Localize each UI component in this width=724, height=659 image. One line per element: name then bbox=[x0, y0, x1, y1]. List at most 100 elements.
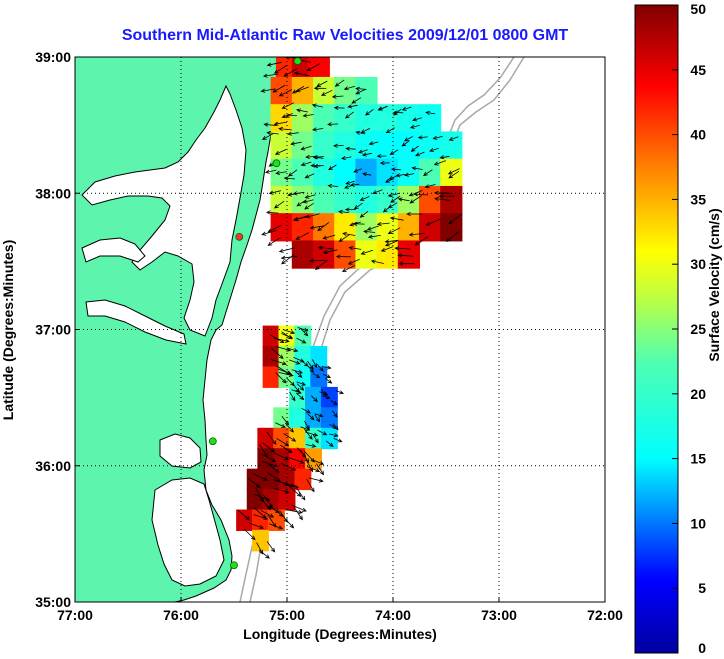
velocity-arrow bbox=[295, 108, 308, 113]
velocity-arrow bbox=[393, 108, 402, 116]
velocity-arrow bbox=[294, 370, 303, 378]
velocity-cell bbox=[262, 366, 280, 388]
velocity-arrow bbox=[390, 195, 401, 203]
velocity-arrow bbox=[344, 207, 356, 212]
velocity-arrow bbox=[289, 359, 301, 365]
velocity-arrow bbox=[273, 121, 287, 126]
velocity-arrow bbox=[389, 149, 399, 155]
velocity-cell bbox=[270, 185, 293, 215]
velocity-arrow bbox=[277, 368, 293, 375]
x-tick-label: 72:00 bbox=[587, 607, 623, 623]
velocity-arrow bbox=[316, 463, 325, 476]
velocity-cell bbox=[313, 185, 336, 215]
velocity-arrow bbox=[417, 135, 428, 140]
velocity-arrow bbox=[365, 108, 374, 116]
velocity-cell bbox=[397, 131, 420, 160]
velocity-arrow bbox=[362, 172, 372, 177]
colorbar-tick-label: 0 bbox=[698, 640, 706, 656]
velocity-arrow bbox=[309, 258, 326, 263]
velocity-arrow bbox=[290, 141, 302, 146]
velocity-arrow bbox=[425, 218, 442, 226]
velocity-arrow bbox=[327, 122, 339, 127]
velocity-cell bbox=[294, 346, 312, 368]
velocity-arrow bbox=[380, 246, 394, 252]
velocity-arrow bbox=[304, 194, 316, 199]
velocity-arrow bbox=[289, 391, 296, 402]
velocity-arrow bbox=[295, 232, 309, 240]
velocity-arrow bbox=[429, 147, 439, 152]
velocity-arrow bbox=[291, 52, 306, 56]
colorbar-tick-label: 10 bbox=[690, 515, 706, 531]
velocity-arrow bbox=[307, 466, 321, 473]
velocity-arrow bbox=[335, 254, 351, 259]
velocity-arrow bbox=[397, 253, 414, 258]
velocity-arrow bbox=[332, 410, 338, 418]
velocity-arrow bbox=[297, 327, 309, 332]
velocity-cell bbox=[262, 346, 280, 368]
velocity-cell bbox=[419, 213, 442, 242]
velocity-arrow bbox=[310, 395, 318, 403]
x-tick-label: 74:00 bbox=[375, 607, 411, 623]
velocity-arrow bbox=[445, 231, 460, 242]
x-tick-label: 76:00 bbox=[163, 607, 199, 623]
velocity-arrow bbox=[376, 154, 387, 159]
velocity-arrow bbox=[247, 477, 261, 489]
velocity-arrow bbox=[267, 224, 282, 233]
velocity-arrow bbox=[404, 172, 415, 177]
velocity-cell bbox=[334, 76, 357, 106]
velocity-arrow bbox=[322, 395, 331, 400]
velocity-arrow bbox=[320, 388, 327, 397]
velocity-arrow bbox=[265, 169, 277, 174]
velocity-cell bbox=[313, 240, 336, 269]
velocity-arrow bbox=[271, 347, 284, 359]
velocity-cell bbox=[313, 158, 336, 187]
velocity-arrow bbox=[275, 346, 292, 352]
velocity-arrow bbox=[412, 117, 422, 122]
velocity-arrow bbox=[265, 210, 279, 215]
velocity-arrow bbox=[275, 170, 287, 175]
y-tick-label: 39:00 bbox=[35, 49, 71, 65]
velocity-arrow bbox=[345, 180, 355, 185]
velocity-cell bbox=[376, 213, 399, 242]
colorbar-tick-label: 40 bbox=[690, 127, 706, 143]
velocity-arrow bbox=[324, 377, 333, 384]
velocity-arrow bbox=[275, 422, 286, 428]
velocity-arrow bbox=[266, 462, 280, 473]
velocity-arrow bbox=[312, 434, 319, 444]
velocity-arrow bbox=[327, 183, 339, 189]
radar-stations bbox=[208, 57, 302, 570]
velocity-arrow bbox=[281, 416, 290, 426]
velocity-arrow bbox=[353, 168, 362, 173]
velocity-arrow bbox=[366, 225, 380, 231]
velocity-cell bbox=[376, 131, 399, 160]
velocity-arrow bbox=[320, 89, 333, 96]
velocity-arrow bbox=[302, 199, 314, 204]
velocity-arrow bbox=[300, 145, 312, 151]
velocity-arrow bbox=[281, 331, 293, 340]
velocity-arrow bbox=[411, 166, 423, 171]
velocity-cell bbox=[257, 427, 275, 450]
colorbar bbox=[634, 4, 679, 654]
velocity-cell bbox=[355, 185, 378, 215]
velocity-cell bbox=[270, 76, 293, 106]
velocity-cell bbox=[291, 76, 314, 106]
velocity-arrow bbox=[309, 225, 325, 230]
velocity-arrow bbox=[398, 261, 415, 266]
velocity-arrow bbox=[291, 389, 302, 394]
velocity-arrow bbox=[262, 73, 279, 78]
velocity-arrow bbox=[376, 221, 390, 227]
pamlico-sound bbox=[151, 477, 225, 587]
velocity-arrow bbox=[266, 130, 279, 136]
velocity-cell bbox=[419, 104, 442, 133]
y-tick-label: 35:00 bbox=[35, 594, 71, 610]
velocity-arrow bbox=[353, 202, 363, 210]
velocity-cell bbox=[376, 185, 399, 215]
velocity-arrow bbox=[403, 136, 413, 142]
velocity-cell bbox=[307, 57, 330, 78]
velocity-arrow bbox=[270, 334, 285, 344]
colorbar-tick-label: 20 bbox=[690, 386, 706, 402]
velocity-arrow bbox=[408, 232, 425, 237]
velocity-cell bbox=[289, 448, 307, 470]
velocity-arrow bbox=[401, 106, 412, 111]
